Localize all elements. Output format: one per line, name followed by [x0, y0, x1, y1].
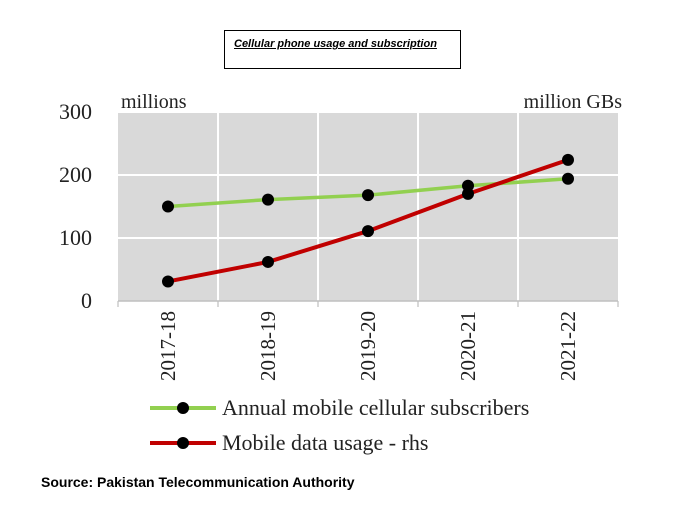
data-point-s1-3: [362, 189, 374, 202]
grid: [117, 111, 619, 307]
x-axis-ticks: 2017-18 2018-19 2019-20 2020-21 2021-22: [156, 311, 580, 381]
legend-marker-1: [177, 402, 189, 414]
y-tick-label: 200: [59, 162, 92, 187]
left-axis-unit: millions: [121, 91, 187, 113]
data-point-s2-1: [162, 275, 174, 288]
data-point-s1-2: [262, 193, 274, 206]
plot-area: [118, 112, 618, 301]
legend-marker-2: [177, 437, 189, 449]
data-point-s1-5: [562, 172, 574, 185]
chart-title-box: Cellular phone usage and subscription: [224, 30, 461, 69]
x-tick-label: 2020-21: [456, 311, 480, 381]
chart-title: Cellular phone usage and subscription: [234, 38, 437, 50]
right-axis-unit: million GBs: [524, 91, 623, 113]
y-tick-label: 100: [59, 225, 92, 250]
y-tick-label: 0: [81, 288, 92, 313]
legend-label-2: Mobile data usage - rhs: [222, 430, 429, 455]
x-tick-label: 2018-19: [256, 311, 280, 381]
data-point-s2-4: [462, 187, 474, 200]
data-point-s2-5: [562, 153, 574, 166]
legend-label-1: Annual mobile cellular subscribers: [222, 395, 529, 420]
x-tick-label: 2021-22: [556, 311, 580, 381]
source-note: Source: Pakistan Telecommunication Autho…: [41, 474, 355, 490]
data-point-s1-1: [162, 200, 174, 213]
y-axis-ticks: 0 100 200 300: [59, 99, 92, 313]
y-tick-label: 300: [59, 99, 92, 124]
x-tick-label: 2017-18: [156, 311, 180, 381]
data-point-s2-3: [362, 225, 374, 238]
series-points: [162, 153, 574, 288]
x-tick-label: 2019-20: [356, 311, 380, 381]
legend: Annual mobile cellular subscribers Mobile…: [150, 395, 529, 455]
data-point-s2-2: [262, 255, 274, 268]
